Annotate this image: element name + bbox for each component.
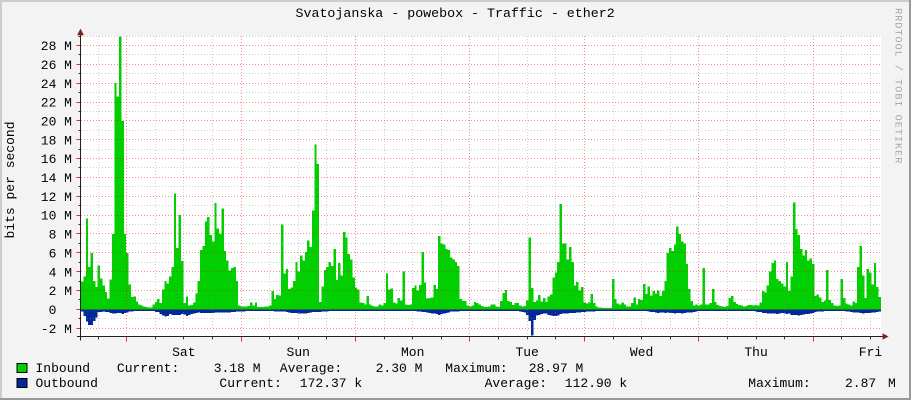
svg-text:Average:: Average: — [280, 361, 342, 376]
svg-text:16 M: 16 M — [41, 152, 72, 167]
svg-text:Current:: Current: — [219, 376, 281, 391]
svg-text:0: 0 — [49, 303, 72, 318]
svg-text:18 M: 18 M — [41, 133, 72, 148]
svg-text:Svatojanska - powebox - Traffi: Svatojanska - powebox - Traffic - ether2 — [296, 6, 615, 21]
svg-text:28.97 M: 28.97 M — [529, 361, 584, 376]
svg-text:Tue: Tue — [515, 345, 538, 360]
svg-text:14 M: 14 M — [41, 171, 72, 186]
svg-text:10 M: 10 M — [41, 209, 72, 224]
svg-text:-2 M: -2 M — [41, 322, 72, 337]
svg-text:Thu: Thu — [744, 345, 767, 360]
svg-text:Outbound: Outbound — [36, 376, 98, 391]
svg-text:Sat: Sat — [172, 345, 195, 360]
svg-text:Mon: Mon — [401, 345, 424, 360]
svg-text:3.18 M: 3.18 M — [214, 361, 261, 376]
svg-text:6 M: 6 M — [49, 246, 72, 261]
svg-text:Sun: Sun — [287, 345, 310, 360]
svg-text:112.90 k: 112.90 k — [565, 376, 628, 391]
svg-text:2.30 M: 2.30 M — [376, 361, 423, 376]
svg-text:Maximum:: Maximum: — [748, 376, 810, 391]
svg-text:2.87: 2.87 — [845, 376, 876, 391]
svg-text:28 M: 28 M — [41, 39, 72, 54]
svg-text:24 M: 24 M — [41, 77, 72, 92]
svg-text:172.37 k: 172.37 k — [300, 376, 363, 391]
svg-text:Fri: Fri — [859, 345, 883, 360]
svg-text:8 M: 8 M — [49, 228, 72, 243]
svg-text:26 M: 26 M — [41, 58, 72, 73]
svg-text:Inbound: Inbound — [36, 361, 91, 376]
svg-text:Average:: Average: — [485, 376, 547, 391]
svg-text:bits per second: bits per second — [3, 121, 18, 238]
svg-text:2 M: 2 M — [49, 284, 72, 299]
svg-text:Maximum:: Maximum: — [445, 361, 507, 376]
svg-text:RRDTOOL / TOBI OETIKER: RRDTOOL / TOBI OETIKER — [892, 8, 904, 164]
svg-text:12 M: 12 M — [41, 190, 72, 205]
svg-text:22 M: 22 M — [41, 96, 72, 111]
svg-text:4 M: 4 M — [49, 265, 72, 280]
svg-text:M: M — [888, 376, 896, 391]
svg-text:20 M: 20 M — [41, 114, 72, 129]
svg-text:Current:: Current: — [117, 361, 179, 376]
svg-text:Wed: Wed — [630, 345, 653, 360]
